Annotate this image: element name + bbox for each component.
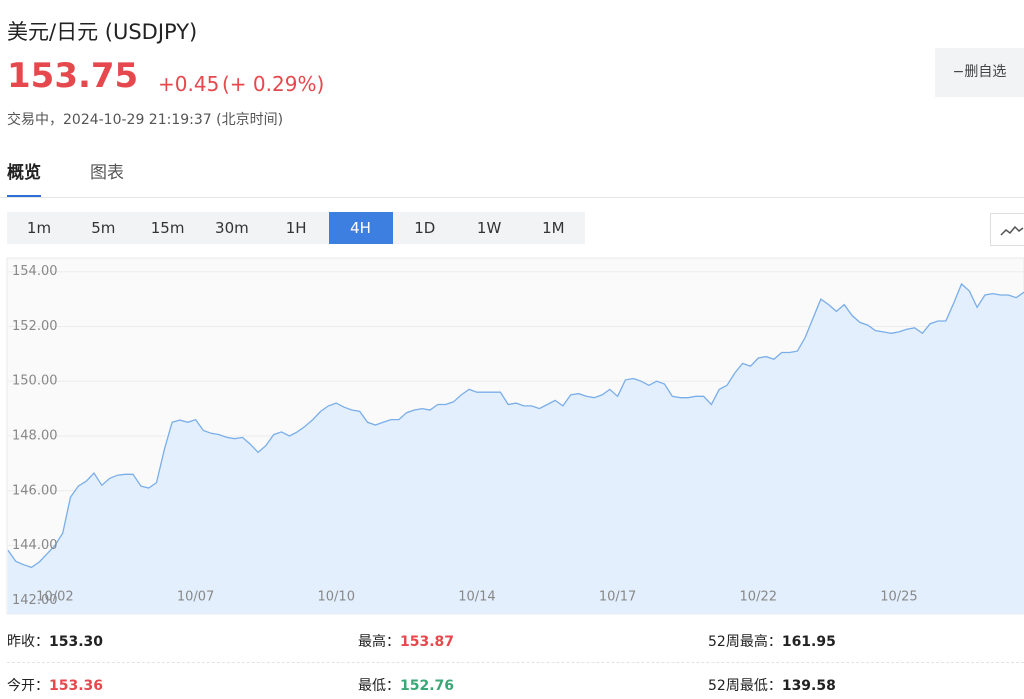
change-pct: (+ 0.29%): [222, 72, 325, 96]
x-tick-label: 10/17: [599, 590, 636, 605]
stat-item: 52周最高：161.95: [708, 631, 836, 651]
interval-button[interactable]: 1M: [542, 219, 565, 237]
x-tick-label: 10/14: [458, 590, 495, 605]
y-tick-label: 154.00: [12, 264, 58, 279]
stat-item: 52周最低：139.58: [708, 675, 836, 695]
interval-button[interactable]: 1W: [476, 219, 502, 237]
title: 美元/日元 (USDJPY): [7, 20, 198, 44]
interval-button[interactable]: 4H: [328, 212, 393, 244]
x-tick-label: 10/22: [740, 590, 777, 605]
area: [8, 284, 1024, 614]
y-tick-label: 142.00: [12, 593, 58, 608]
line-icon: [1000, 225, 1024, 236]
stat-item: 今开：153.36: [7, 675, 103, 695]
interval-button[interactable]: 30m: [215, 219, 249, 237]
change: +0.45: [158, 72, 220, 96]
y-tick-label: 150.00: [12, 374, 58, 389]
remove-watchlist-button[interactable]: −删自选: [935, 48, 1024, 97]
price: 153.75: [7, 56, 139, 96]
stat-label: 52周最高：: [708, 634, 782, 650]
chart-type-button[interactable]: [990, 213, 1024, 246]
interval-button[interactable]: 1H: [285, 219, 307, 237]
stat-value: 153.36: [49, 678, 104, 694]
interval-button[interactable]: 5m: [91, 219, 116, 237]
stat-label: 最高：: [358, 634, 400, 650]
stat-label: 昨收：: [7, 634, 49, 650]
separator: [7, 662, 1024, 663]
tab[interactable]: 概览: [7, 158, 41, 198]
y-tick-label: 148.00: [12, 429, 58, 444]
status: 交易中，2024-10-29 21:19:37 (北京时间): [7, 112, 284, 128]
x-tick-label: 10/10: [318, 590, 355, 605]
divider: [0, 197, 1024, 198]
tab[interactable]: 图表: [90, 163, 124, 183]
interval-button[interactable]: 1m: [26, 219, 52, 237]
stat-value: 153.87: [400, 634, 455, 650]
stat-value: 153.30: [49, 634, 104, 650]
interval-bar: 1m 5m 15m 30m 1H 4H 1D 1W 1M: [7, 212, 585, 244]
interval-button[interactable]: 1D: [414, 219, 436, 237]
x-tick-label: 10/02: [36, 590, 73, 605]
stat-value: 139.58: [781, 678, 836, 694]
stat-item: 最高：153.87: [358, 631, 454, 651]
x-tick-label: 10/07: [177, 590, 214, 605]
x-tick-label: 10/25: [880, 590, 917, 605]
y-tick-label: 146.00: [12, 483, 58, 498]
icon-line: [1000, 225, 1024, 236]
y-tick-label: 144.00: [12, 538, 58, 553]
stat-label: 52周最低：: [708, 678, 782, 694]
stat-item: 昨收：153.30: [7, 631, 103, 651]
stat-value: 161.95: [781, 634, 836, 650]
stat-label: 今开：: [7, 678, 49, 694]
stat-value: 152.76: [400, 678, 455, 694]
y-tick-label: 152.00: [12, 319, 58, 334]
stat-item: 最低：152.76: [358, 675, 454, 695]
price-line: [7, 282, 1024, 569]
interval-button[interactable]: 15m: [150, 219, 185, 237]
stat-label: 最低：: [358, 678, 400, 694]
